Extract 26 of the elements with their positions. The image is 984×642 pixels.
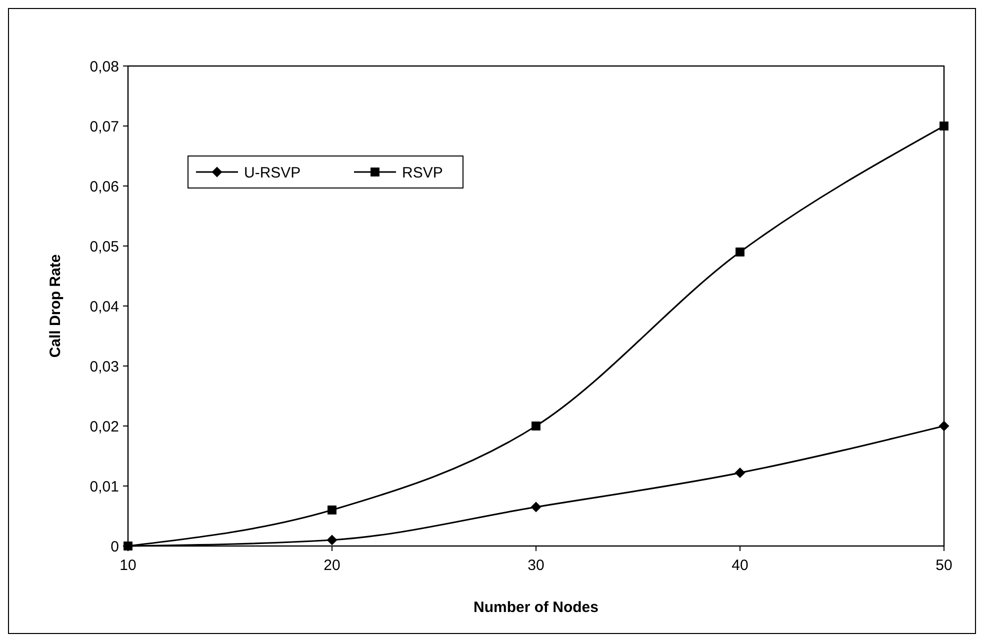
x-tick-label: 30 <box>528 557 544 574</box>
point <box>938 420 950 432</box>
x-tick-label: 20 <box>324 557 340 574</box>
legend-label: U-RSVP <box>244 164 301 182</box>
point <box>940 122 948 130</box>
x-tick-label: 50 <box>936 557 952 574</box>
x-axis-title: Number of Nodes <box>473 599 599 616</box>
point <box>734 468 746 478</box>
y-tick-label: 0,08 <box>90 58 119 76</box>
x-tick-label: 10 <box>120 557 136 574</box>
point <box>326 534 338 546</box>
y-tick-label: 0,06 <box>90 178 119 196</box>
point <box>532 422 540 430</box>
y-tick-label: 0,02 <box>90 418 119 436</box>
legend-label: RSVP <box>402 164 443 182</box>
y-tick-label: 0,01 <box>90 478 119 496</box>
point <box>328 506 336 514</box>
y-axis-title: Call Drop Rate <box>47 254 64 358</box>
point <box>530 502 542 512</box>
point <box>736 248 744 256</box>
y-tick-label: 0,05 <box>90 238 119 256</box>
x-tick-label: 40 <box>732 557 748 574</box>
y-tick-label: 0,03 <box>90 358 119 376</box>
y-tick-label: 0,07 <box>90 118 119 136</box>
y-tick-label: 0 <box>110 538 119 556</box>
y-tick-label: 0,04 <box>90 298 119 316</box>
